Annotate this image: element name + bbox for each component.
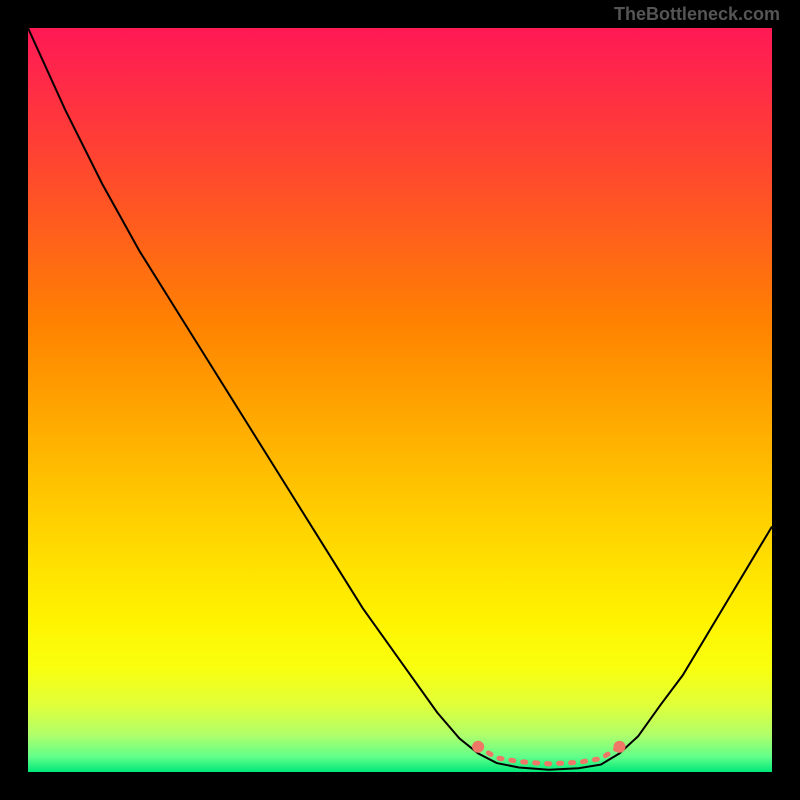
- chart-area: [28, 28, 772, 772]
- curve-overlay: [28, 28, 772, 772]
- optimal-range-dotted: [478, 747, 619, 764]
- bottleneck-curve: [28, 28, 772, 770]
- watermark-text: TheBottleneck.com: [614, 4, 780, 25]
- range-end-marker: [472, 741, 484, 753]
- range-start-marker: [613, 741, 625, 753]
